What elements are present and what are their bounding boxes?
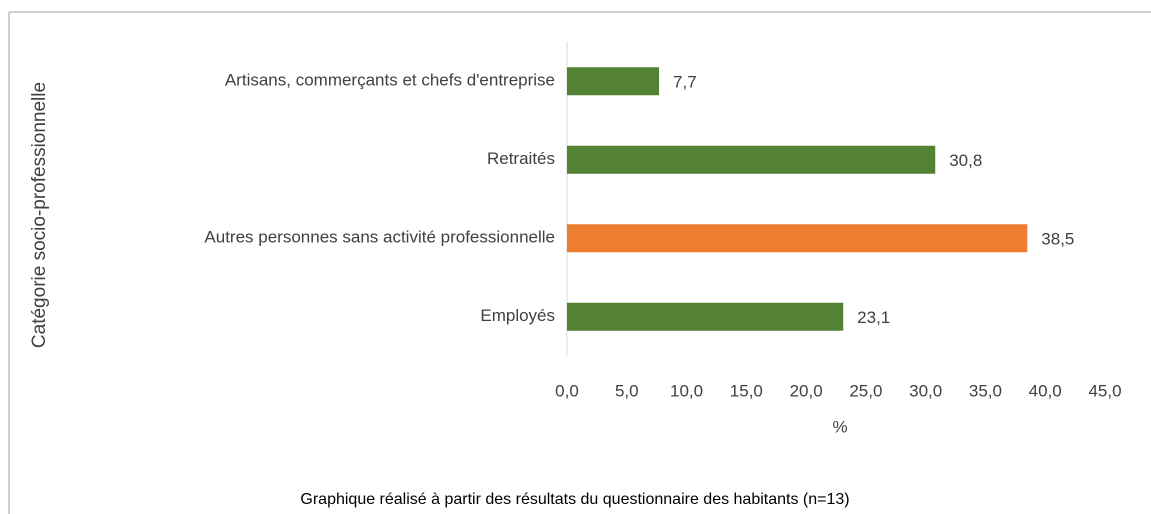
x-tick-label: 25,0: [849, 381, 882, 400]
bar: [567, 302, 844, 331]
x-tick-label: 10,0: [670, 381, 703, 400]
data-label: 7,7: [673, 73, 697, 92]
data-label: 23,1: [857, 308, 890, 327]
bar: [567, 145, 936, 174]
x-tick-label: 45,0: [1088, 381, 1121, 400]
x-tick-label: 40,0: [1029, 381, 1062, 400]
x-tick-label: 20,0: [790, 381, 823, 400]
x-tick-label: 35,0: [969, 381, 1002, 400]
caption: Graphique réalisé à partir des résultats…: [300, 491, 849, 508]
x-tick-label: 30,0: [909, 381, 942, 400]
y-tick-label: Employés: [480, 306, 555, 325]
data-label: 30,8: [949, 151, 982, 170]
data-label: 38,5: [1041, 230, 1074, 249]
x-tick-label: 5,0: [615, 381, 639, 400]
x-axis-title: %: [832, 417, 847, 436]
y-tick-label: Artisans, commerçants et chefs d'entrepr…: [225, 71, 555, 90]
y-tick-label: Autres personnes sans activité professio…: [204, 228, 555, 247]
x-tick-label: 0,0: [555, 381, 579, 400]
y-tick-label: Retraités: [487, 149, 555, 168]
x-tick-label: 15,0: [730, 381, 763, 400]
y-axis-title: Catégorie socio-professionnelle: [29, 82, 50, 348]
bar: [567, 67, 660, 96]
bar: [567, 224, 1028, 253]
